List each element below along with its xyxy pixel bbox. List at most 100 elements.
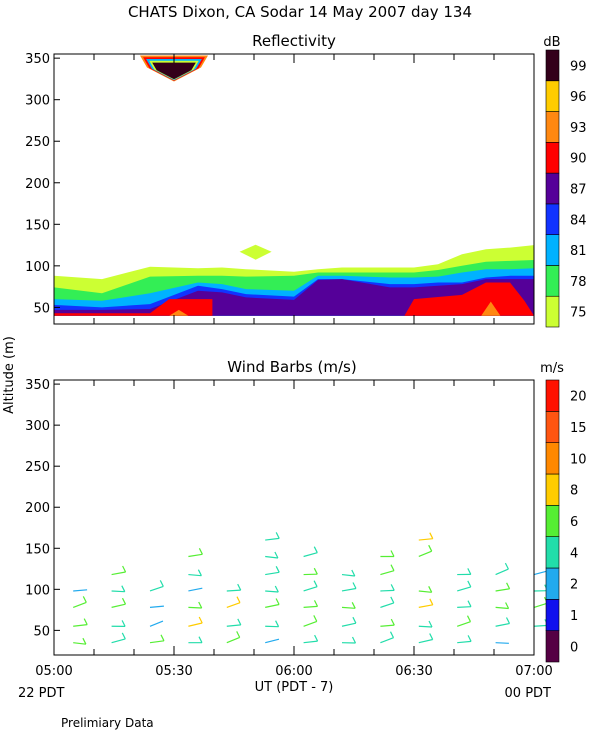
- wind-barb-flag-5-3: [274, 585, 279, 593]
- wind-barb-flag-9-1: [428, 620, 433, 628]
- wind-colorbar-label-0: 0: [570, 640, 578, 655]
- wind-ytick-label-100: 100: [25, 583, 50, 598]
- reflectivity-colorbar-swatch-5: [545, 142, 560, 174]
- wind-colorbar-swatch-2: [545, 567, 560, 600]
- wind-barb-flag-9-3: [428, 586, 433, 593]
- wind-barb-12-2: [533, 602, 548, 608]
- wind-colorbar-swatch-7: [545, 411, 560, 443]
- reflectivity-ytick-label-100: 100: [25, 260, 50, 275]
- reflectivity-ytick-label-200: 200: [25, 177, 50, 192]
- reflectivity-title: Reflectivity: [252, 32, 336, 50]
- wind-colorbar-unit: m/s: [540, 361, 564, 376]
- wind-barb-8-1: [380, 624, 395, 627]
- wind-colorbar: 0 1 2 4 6 8 10 15 20: [545, 379, 587, 663]
- wind-barb-flag-9-5: [428, 544, 433, 552]
- wind-colorbar-swatch-8: [545, 379, 560, 412]
- wind-barb-flag-0-0: [82, 637, 87, 645]
- wind-colorbar-label-1: 1: [570, 609, 578, 624]
- wind-barb-flag-5-5: [274, 551, 279, 559]
- reflectivity-colorbar-swatch-4: [545, 172, 560, 205]
- wind-barb-flag-3-2: [198, 601, 203, 609]
- wind-colorbar-label-7: 15: [570, 421, 587, 436]
- wind-barb-1-2: [111, 603, 126, 608]
- reflectivity-colorbar-swatch-6: [545, 111, 560, 143]
- wind-barb-0-3: [73, 589, 88, 592]
- wind-barb-3-5: [188, 553, 203, 558]
- reflectivity-layer-90-6: [404, 282, 534, 316]
- wind-y-axis: 350 300 250 200 150 100 50: [25, 378, 60, 639]
- wind-barb-4-0: [226, 636, 240, 644]
- wind-barb-flag-9-6: [429, 532, 434, 539]
- reflectivity-colorbar-label-0: 75: [570, 306, 587, 321]
- wind-barb-flag-8-4: [390, 564, 395, 571]
- wind-ytick-label-200: 200: [25, 501, 50, 516]
- wind-barb-flag-5-4: [275, 566, 280, 573]
- wind-barb-flag-11-3: [506, 582, 511, 590]
- wind-barb-flag-3-1: [198, 616, 203, 624]
- wind-barb-flag-6-5: [313, 546, 318, 553]
- wind-barb-7-3: [341, 587, 357, 592]
- wind-barb-flag-5-2: [275, 598, 280, 605]
- wind-ytick-label-300: 300: [25, 419, 50, 434]
- wind-barb-flag-8-1: [390, 618, 395, 626]
- wind-colorbar-label-5: 8: [570, 484, 578, 499]
- reflectivity-contours: [54, 245, 534, 316]
- wind-barb-flag-8-5: [390, 550, 395, 557]
- wind-xtick-label-0: 05:00: [35, 664, 72, 679]
- reflectivity-ytick-label-50: 50: [33, 301, 50, 316]
- wind-ytick-label-350: 350: [25, 378, 50, 393]
- reflectivity-colorbar-label-8: 99: [570, 59, 587, 74]
- wind-barb-1-0: [111, 638, 126, 644]
- wind-barb-flag-9-0: [429, 633, 434, 640]
- figure-title: CHATS Dixon, CA Sodar 14 May 2007 day 13…: [128, 3, 472, 21]
- reflectivity-colorbar: 75 78 81 84 87 90 93 96 99: [545, 49, 587, 328]
- wind-barb-2-1: [149, 620, 164, 627]
- wind-barb-flag-6-2: [313, 600, 319, 607]
- wind-barb-12-4: [533, 570, 548, 576]
- preliminary-note: Prelimiary Data: [61, 716, 154, 730]
- wind-barb-flag-8-0: [389, 631, 395, 638]
- reflectivity-y-axis: 350 300 250 200 150 100 50: [25, 52, 60, 316]
- wind-barb-flag-3-4: [197, 569, 202, 576]
- wind-barb-10-2: [457, 606, 472, 608]
- wind-colorbar-swatch-0: [545, 630, 560, 663]
- reflectivity-colorbar-swatch-2: [545, 234, 560, 266]
- wind-barb-flag-3-5: [198, 548, 203, 555]
- reflectivity-colorbar-label-7: 96: [570, 90, 587, 105]
- wind-barb-6-5: [303, 552, 318, 558]
- x-axis-label: UT (PDT - 7): [255, 680, 334, 695]
- reflectivity-colorbar-swatch-0: [545, 295, 560, 328]
- wind-barbs: [72, 532, 549, 645]
- reflectivity-colorbar-unit: dB: [543, 35, 560, 50]
- wind-barb-flag-1-4: [122, 565, 127, 573]
- wind-barb-flag-10-1: [466, 615, 472, 622]
- wind-barb-flag-6-4: [313, 567, 318, 575]
- wind-barb-flag-7-1: [352, 616, 357, 624]
- reflectivity-colorbar-swatch-1: [545, 265, 560, 297]
- reflectivity-colorbar-label-5: 90: [570, 152, 587, 167]
- x-sub-left-label: 22 PDT: [18, 686, 65, 701]
- wind-barb-9-5: [418, 550, 432, 558]
- wind-barb-9-0: [418, 638, 433, 644]
- echo-top-ring-4: [152, 62, 196, 80]
- wind-barb-flag-6-3: [313, 580, 318, 587]
- reflectivity-colorbar-label-6: 93: [570, 121, 587, 136]
- wind-barb-4-3: [226, 589, 241, 592]
- reflectivity-ytick-label-300: 300: [25, 94, 50, 109]
- wind-barb-6-0: [303, 640, 318, 644]
- wind-barb-7-4: [341, 573, 355, 577]
- wind-barb-3-2: [188, 606, 202, 609]
- wind-colorbar-swatch-6: [545, 442, 560, 475]
- wind-barb-flag-7-0: [351, 636, 357, 644]
- reflectivity-x-ticks: [53, 54, 535, 324]
- wind-colorbar-label-2: 2: [570, 578, 578, 593]
- wind-barb-5-6: [265, 537, 280, 541]
- wind-barb-11-1: [495, 622, 510, 627]
- wind-barb-flag-4-2: [236, 596, 241, 603]
- wind-barb-flag-6-0: [314, 634, 319, 642]
- diamond-feature: [239, 244, 272, 260]
- wind-barb-flag-10-4: [467, 568, 472, 575]
- wind-barb-flag-7-4: [351, 569, 356, 577]
- wind-barb-8-0: [380, 637, 394, 644]
